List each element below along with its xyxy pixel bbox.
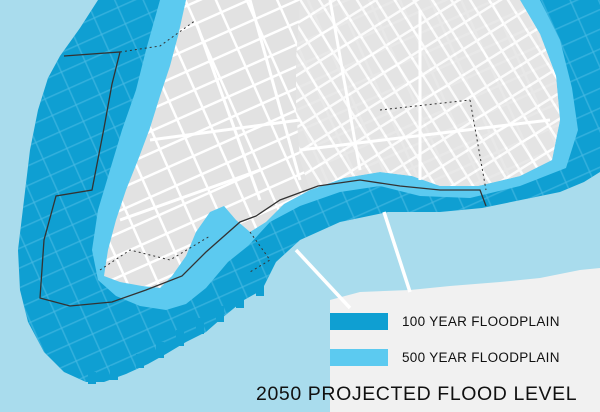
legend-label-500yr: 500 YEAR FLOODPLAIN: [402, 349, 560, 365]
legend-item-500yr: 500 YEAR FLOODPLAIN: [330, 346, 560, 368]
legend-swatch-500yr: [330, 348, 388, 366]
legend-label-100yr: 100 YEAR FLOODPLAIN: [402, 313, 560, 329]
brooklyn-land: [330, 268, 600, 412]
piers: [88, 282, 264, 384]
map-title: 2050 PROJECTED FLOOD LEVEL: [256, 383, 578, 405]
legend-item-100yr: 100 YEAR FLOODPLAIN: [330, 310, 560, 332]
major-streets: [119, 0, 551, 222]
bridges: [294, 211, 412, 310]
boundary-line: [39, 51, 487, 307]
legend-swatch-100yr: [330, 312, 388, 330]
dotted-boundary: [99, 19, 487, 273]
